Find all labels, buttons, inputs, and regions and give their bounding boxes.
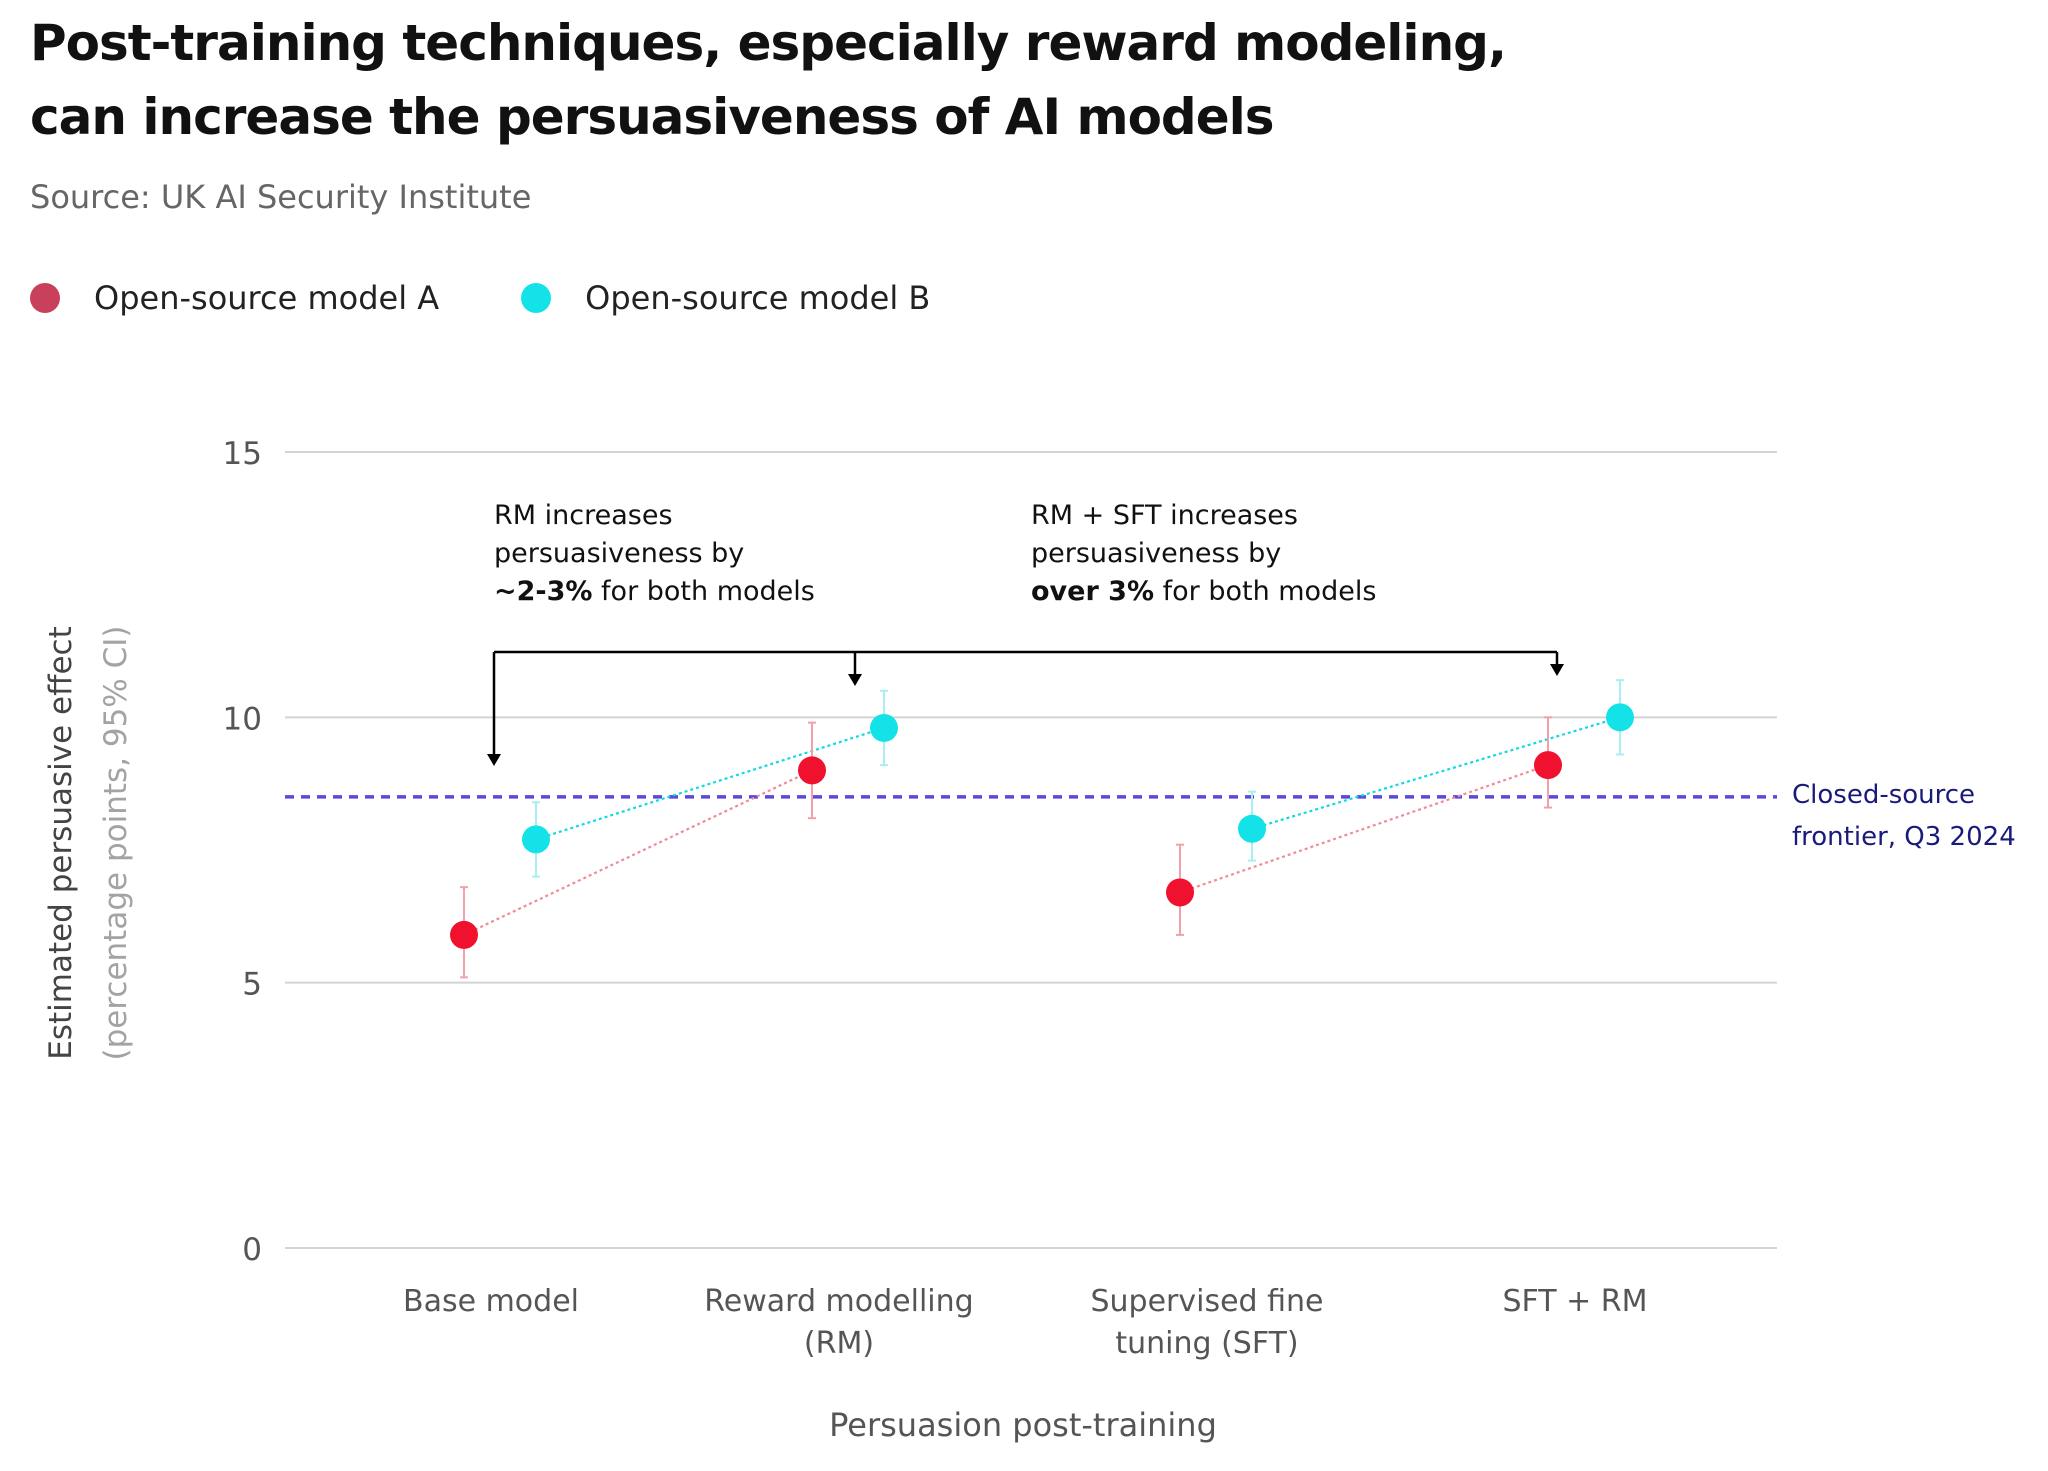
point-series-0-cat-1 xyxy=(798,756,826,785)
annotation-rm-sft-line-1: RM + SFT increases xyxy=(1031,500,1298,531)
connection-series-0-pair-0 xyxy=(463,769,813,936)
chart-title-line-1: Post-training techniques, especially rew… xyxy=(30,14,1507,72)
annotation-rm: RM increases persuasiveness by ~2-3% for… xyxy=(494,497,815,611)
confidence-intervals xyxy=(460,679,1624,979)
legend-swatch-model-a xyxy=(30,283,60,313)
axis-labels: 0 5 10 15 Base model Reward modelling (RM) Supe… xyxy=(43,436,1648,1444)
x-axis-label: Persuasion post-training xyxy=(829,1406,1217,1444)
annotation-arrows xyxy=(487,650,1564,766)
annotation-rm-rest: for both models xyxy=(592,576,815,607)
point-series-1-cat-1 xyxy=(870,713,898,742)
annotation-rm-line-1: RM increases xyxy=(494,500,673,531)
arrow-to-sft-rm-head xyxy=(1550,664,1564,676)
annotation-rm-line-3: ~2-3% for both models xyxy=(494,573,815,611)
y-tick-label-15: 15 xyxy=(223,436,262,472)
annotation-rm-bold: ~2-3% xyxy=(494,576,593,607)
reference-line-label: Closed-source frontier, Q3 2024 xyxy=(1792,774,2016,858)
y-tick-label-10: 10 xyxy=(223,701,262,737)
annotation-rm-sft-rest: for both models xyxy=(1154,576,1377,607)
x-tick-label-0-line-0: Base model xyxy=(403,1284,579,1319)
legend-swatch-model-b xyxy=(521,283,552,313)
y-tick-label-5: 5 xyxy=(242,967,262,1003)
point-series-0-cat-3 xyxy=(1534,751,1562,780)
x-tick-label-2-line-1: tuning (SFT) xyxy=(1115,1326,1298,1361)
annotation-rm-sft: RM + SFT increases persuasiveness by ove… xyxy=(1031,497,1376,611)
chart-title: Post-training techniques, especially rew… xyxy=(30,6,1730,154)
connection-series-1-pair-1 xyxy=(1251,716,1621,830)
x-tick-label-1-line-1: (RM) xyxy=(804,1326,874,1361)
point-series-1-cat-0 xyxy=(522,825,550,854)
connection-lines xyxy=(463,716,1621,936)
annotation-rm-sft-line-3: over 3% for both models xyxy=(1031,573,1376,611)
point-series-0-cat-0 xyxy=(450,920,478,949)
arrow-to-base-model-head xyxy=(487,754,501,766)
grid-layer xyxy=(285,451,1777,1249)
legend-label-model-b: Open-source model B xyxy=(585,279,931,317)
annotation-rm-line-2: persuasiveness by xyxy=(494,538,745,569)
y-tick-label-0: 0 xyxy=(242,1232,262,1268)
reference-line-label-1: Closed-source xyxy=(1792,780,1976,810)
chart-legend: Open-source model A Open-source model B xyxy=(30,274,1012,322)
connection-series-1-pair-0 xyxy=(535,726,885,841)
point-series-1-cat-2 xyxy=(1238,814,1266,843)
reference-line-label-2: frontier, Q3 2024 xyxy=(1792,822,2016,852)
arrow-to-reward-modelling-head xyxy=(848,674,862,686)
chart-source: Source: UK AI Security Institute xyxy=(30,178,532,216)
legend-item-model-b: Open-source model B xyxy=(521,279,930,317)
annotation-rm-sft-bold: over 3% xyxy=(1031,576,1155,607)
data-points xyxy=(450,703,1634,949)
legend-item-model-a: Open-source model A xyxy=(30,279,439,317)
y-axis-label: Estimated persuasive effect xyxy=(43,626,79,1060)
y-axis-sublabel: (percentage points, 95% CI) xyxy=(98,626,134,1061)
annotation-rm-sft-line-2: persuasiveness by xyxy=(1031,538,1282,569)
point-series-1-cat-3 xyxy=(1606,703,1634,732)
x-tick-label-1-line-0: Reward modelling xyxy=(704,1284,973,1319)
point-series-0-cat-2 xyxy=(1166,878,1194,907)
legend-label-model-a: Open-source model A xyxy=(94,279,440,317)
x-tick-label-3-line-0: SFT + RM xyxy=(1502,1284,1647,1319)
chart-title-line-2: can increase the persuasiveness of AI mo… xyxy=(30,88,1275,146)
x-tick-label-2-line-0: Supervised fine xyxy=(1090,1284,1323,1319)
connection-series-0-pair-1 xyxy=(1179,764,1549,894)
